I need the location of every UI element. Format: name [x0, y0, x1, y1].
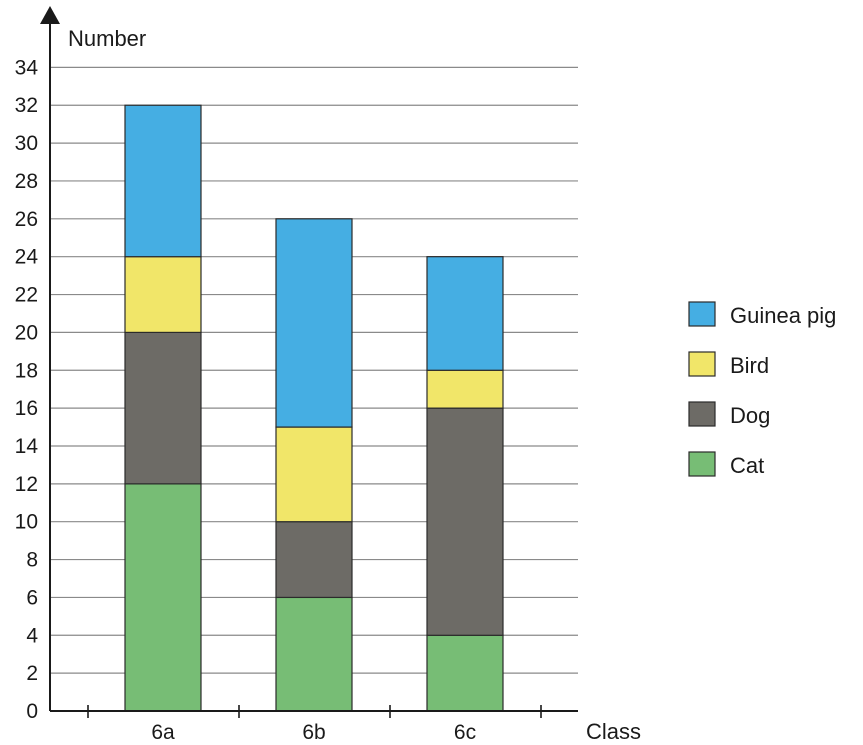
y-tick-label: 14	[15, 435, 39, 458]
legend-label: Cat	[730, 453, 764, 478]
y-tick-label: 18	[15, 359, 38, 382]
y-tick-label: 12	[15, 473, 38, 496]
x-tick-label: 6b	[302, 721, 325, 744]
legend-label: Dog	[730, 403, 770, 428]
bar-segment-dog	[275, 521, 353, 599]
y-tick-label: 30	[15, 132, 38, 155]
legend-label: Guinea pig	[730, 303, 836, 328]
bars	[124, 104, 504, 712]
bar-segment-cat	[124, 483, 202, 712]
bar-segment-cat	[275, 596, 353, 712]
bar-segment-bird	[275, 426, 353, 523]
y-tick-label: 6	[26, 586, 38, 609]
legend: Guinea pig Bird Dog Cat	[688, 301, 836, 478]
y-tick-label: 10	[15, 511, 38, 534]
y-tick-label: 24	[15, 246, 39, 269]
y-tick-label: 34	[15, 56, 39, 79]
y-tick-label: 0	[26, 700, 38, 723]
bar-segment-dog	[426, 407, 504, 636]
bar-segment-cat	[426, 634, 504, 712]
bar-segment-bird	[124, 256, 202, 333]
x-tick-label: 6a	[151, 721, 175, 744]
legend-swatch	[688, 351, 716, 377]
legend-label: Bird	[730, 353, 769, 378]
y-tick-label: 20	[15, 321, 38, 344]
legend-swatch	[688, 301, 716, 327]
y-tick-label: 26	[15, 208, 38, 231]
x-axis-title: Class	[586, 719, 641, 744]
legend-swatch	[688, 451, 716, 477]
y-tick-label: 28	[15, 170, 38, 193]
bar-segment-guinea-pig	[275, 218, 353, 428]
x-tick-label: 6c	[454, 721, 476, 744]
y-tick-label: 32	[15, 94, 38, 117]
y-axis-title: Number	[68, 26, 146, 51]
y-tick-label: 4	[26, 624, 38, 647]
bar-segment-guinea-pig	[426, 256, 504, 371]
bar-segment-bird	[426, 369, 504, 409]
x-tick-labels: 6a 6b 6c	[151, 721, 476, 744]
y-tick-label: 22	[15, 284, 38, 307]
y-tick-label: 8	[26, 549, 38, 572]
y-tick-label: 16	[15, 397, 38, 420]
y-axis-arrow	[40, 6, 60, 24]
legend-swatch	[688, 401, 716, 427]
bar-segment-dog	[124, 331, 202, 485]
bar-segment-guinea-pig	[124, 104, 202, 258]
axes	[40, 6, 578, 718]
y-tick-label: 2	[26, 662, 38, 685]
